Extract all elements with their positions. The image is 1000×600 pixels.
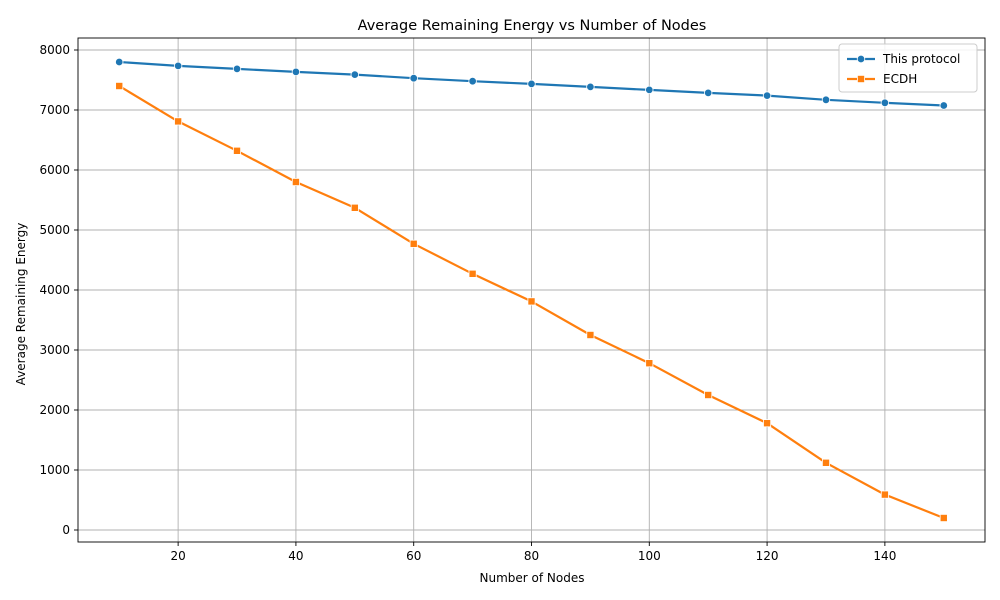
data-point (409, 239, 418, 248)
y-tick-label: 0 (62, 523, 70, 537)
legend-item: ECDH (847, 72, 917, 86)
data-point (291, 67, 301, 77)
chart-title: Average Remaining Energy vs Number of No… (358, 18, 707, 34)
x-tick-label: 40 (288, 549, 303, 563)
data-point (527, 297, 536, 306)
y-tick-label: 2000 (39, 403, 70, 417)
y-tick-label: 8000 (39, 43, 70, 57)
series-2 (115, 82, 948, 523)
x-tick-label: 60 (406, 549, 421, 563)
y-tick-label: 4000 (39, 283, 70, 297)
y-tick-label: 5000 (39, 223, 70, 237)
data-point (939, 514, 948, 523)
data-point (703, 88, 713, 98)
legend-label: ECDH (883, 72, 917, 86)
y-tick-label: 3000 (39, 343, 70, 357)
data-point (291, 177, 300, 186)
data-point (233, 146, 242, 155)
x-tick-label: 100 (638, 549, 661, 563)
data-point (232, 64, 242, 74)
x-tick-label: 140 (873, 549, 896, 563)
data-point (704, 390, 713, 399)
x-tick-label: 120 (756, 549, 779, 563)
data-point (763, 419, 772, 428)
data-point (350, 203, 359, 212)
data-point (115, 82, 124, 91)
data-point (762, 91, 772, 100)
data-point (880, 490, 889, 499)
axis-ticks: 20 40 60 80 100 120 140 0 1000 2000 3000 4000 5000 60… (39, 43, 896, 563)
series-layer (115, 57, 948, 523)
y-tick-label: 7000 (39, 103, 70, 117)
data-point (645, 359, 654, 368)
x-axis-label: Number of Nodes (480, 571, 585, 585)
grid-lines (78, 38, 985, 542)
data-point (586, 82, 595, 92)
series-1 (115, 57, 948, 110)
y-tick-label: 1000 (39, 463, 70, 477)
y-axis-label: Average Remaining Energy (14, 223, 28, 386)
y-tick-label: 6000 (39, 163, 70, 177)
data-point (350, 70, 360, 79)
data-point (527, 79, 536, 89)
data-point (645, 85, 654, 95)
legend-item: This protocol (847, 52, 960, 66)
data-point (939, 101, 948, 110)
data-point (586, 330, 595, 339)
data-point (409, 73, 418, 83)
legend-label: This protocol (882, 52, 960, 66)
data-point (468, 269, 477, 278)
data-point (115, 57, 124, 67)
data-point (174, 117, 183, 126)
x-tick-label: 80 (524, 549, 539, 563)
data-point (173, 61, 183, 71)
x-tick-label: 20 (170, 549, 185, 563)
data-point (880, 98, 890, 107)
legend: This protocol ECDH (838, 43, 978, 93)
data-point (468, 76, 477, 86)
data-point (821, 458, 830, 467)
data-point (821, 95, 831, 104)
legend-marker (857, 75, 866, 84)
legend-marker (856, 54, 866, 64)
